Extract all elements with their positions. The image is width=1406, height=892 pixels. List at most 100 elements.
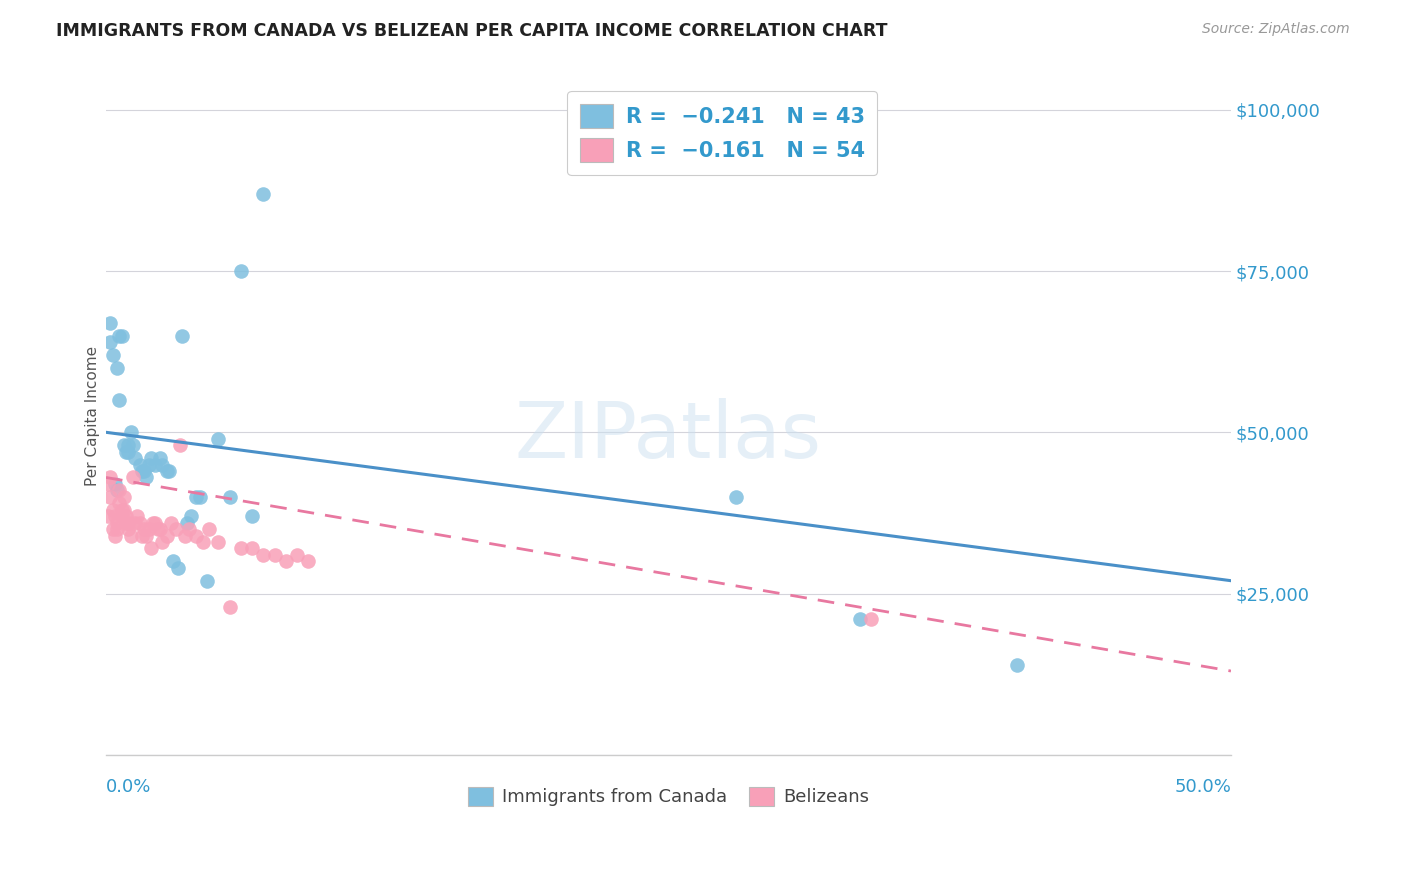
Point [101, 502, 124, 516]
Point [100, 470, 122, 484]
Point [180, 509, 202, 524]
Point [108, 496, 131, 510]
Point [112, 438, 135, 452]
Point [285, 548, 308, 562]
Point [108, 483, 131, 498]
Point [120, 425, 142, 440]
Point [195, 574, 218, 588]
Point [162, 554, 184, 568]
Point [252, 186, 274, 201]
Point [138, 522, 160, 536]
Point [240, 509, 263, 524]
Point [135, 470, 157, 484]
Point [115, 509, 138, 524]
Point [127, 509, 149, 524]
Point [117, 522, 139, 536]
Point [156, 464, 179, 478]
Point [100, 334, 122, 349]
Point [274, 554, 297, 568]
Point [115, 444, 138, 458]
Point [124, 451, 146, 466]
Point [105, 483, 128, 498]
Point [117, 438, 139, 452]
Point [191, 535, 214, 549]
Point [190, 490, 212, 504]
Point [105, 516, 128, 530]
Point [149, 451, 172, 466]
Point [207, 535, 229, 549]
Point [724, 490, 747, 504]
Point [198, 522, 221, 536]
Legend: Immigrants from Canada, Belizeans: Immigrants from Canada, Belizeans [461, 780, 876, 814]
Point [105, 360, 128, 375]
Point [218, 490, 240, 504]
Point [172, 328, 194, 343]
Point [122, 438, 145, 452]
Point [252, 548, 274, 562]
Point [229, 264, 252, 278]
Point [100, 490, 122, 504]
Point [184, 490, 207, 504]
Point [101, 522, 124, 536]
Point [165, 522, 187, 536]
Point [229, 541, 252, 556]
Point [297, 554, 319, 568]
Point [150, 458, 173, 472]
Point [240, 541, 263, 556]
Point [104, 477, 127, 491]
Point [131, 464, 153, 478]
Point [218, 599, 240, 614]
Point [111, 509, 134, 524]
Text: Source: ZipAtlas.com: Source: ZipAtlas.com [1202, 22, 1350, 37]
Point [167, 561, 190, 575]
Point [105, 522, 128, 536]
Text: ZIPatlas: ZIPatlas [515, 399, 823, 475]
Point [179, 522, 201, 536]
Point [134, 522, 156, 536]
Point [135, 528, 157, 542]
Point [149, 522, 172, 536]
Text: 50.0%: 50.0% [1174, 778, 1232, 797]
Point [145, 458, 167, 472]
Point [111, 502, 134, 516]
Point [97, 477, 120, 491]
Point [104, 528, 127, 542]
Point [207, 432, 229, 446]
Point [1005, 657, 1028, 672]
Point [131, 528, 153, 542]
Point [138, 458, 160, 472]
Point [108, 392, 131, 407]
Point [848, 612, 870, 626]
Y-axis label: Per Capita Income: Per Capita Income [86, 346, 100, 486]
Point [128, 516, 150, 530]
Point [128, 458, 150, 472]
Point [160, 516, 183, 530]
Point [117, 444, 139, 458]
Point [145, 516, 167, 530]
Point [97, 509, 120, 524]
Point [173, 528, 195, 542]
Point [111, 328, 134, 343]
Point [184, 528, 207, 542]
Point [122, 470, 145, 484]
Point [101, 348, 124, 362]
Point [112, 502, 135, 516]
Point [859, 612, 882, 626]
Point [139, 451, 162, 466]
Text: IMMIGRANTS FROM CANADA VS BELIZEAN PER CAPITA INCOME CORRELATION CHART: IMMIGRANTS FROM CANADA VS BELIZEAN PER C… [56, 22, 887, 40]
Point [117, 516, 139, 530]
Point [134, 464, 156, 478]
Point [146, 522, 169, 536]
Point [139, 541, 162, 556]
Point [112, 490, 135, 504]
Point [176, 516, 198, 530]
Point [169, 438, 191, 452]
Point [157, 464, 180, 478]
Point [263, 548, 285, 562]
Point [142, 516, 165, 530]
Point [150, 535, 173, 549]
Point [104, 509, 127, 524]
Point [115, 516, 138, 530]
Point [124, 516, 146, 530]
Point [156, 528, 179, 542]
